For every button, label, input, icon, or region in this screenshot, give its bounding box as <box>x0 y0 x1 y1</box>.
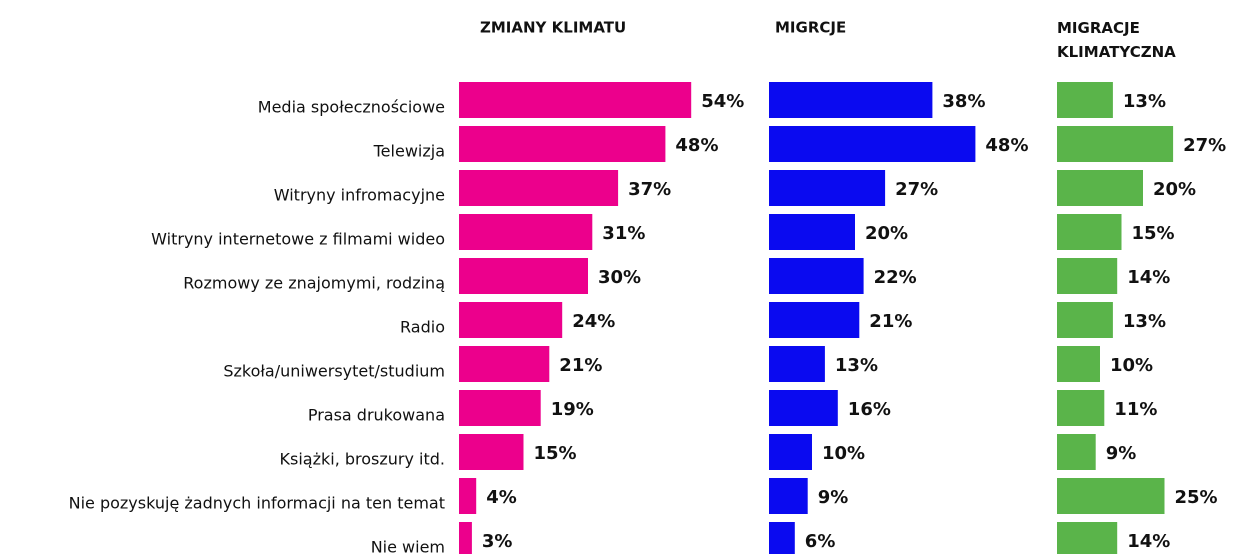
bar <box>459 302 563 338</box>
value-label: 24% <box>572 311 615 332</box>
value-label: 6% <box>805 531 836 552</box>
value-label: 19% <box>551 399 594 420</box>
bar <box>1057 522 1118 554</box>
bar <box>459 258 588 294</box>
category-label: Książki, broszury itd. <box>280 450 446 469</box>
bar <box>769 258 864 294</box>
value-label: 31% <box>602 223 645 244</box>
value-label: 13% <box>1123 91 1166 112</box>
bar <box>1057 258 1118 294</box>
bar <box>459 522 472 554</box>
value-label: 27% <box>895 179 938 200</box>
bar <box>459 434 524 470</box>
bar <box>1057 82 1113 118</box>
category-label: Radio <box>400 318 445 337</box>
bar <box>1057 170 1143 206</box>
category-label: Witryny infromacyjne <box>274 186 445 205</box>
bar <box>1057 214 1122 250</box>
category-label: Rozmowy ze znajomymi, rodziną <box>183 274 445 293</box>
bar <box>769 126 976 162</box>
bar <box>769 390 838 426</box>
bar <box>459 126 666 162</box>
bar <box>1057 346 1100 382</box>
bar <box>459 478 477 514</box>
category-label: Szkoła/uniwersytet/studium <box>223 362 445 381</box>
value-label: 14% <box>1127 531 1170 552</box>
bar <box>459 390 541 426</box>
value-label: 30% <box>598 267 641 288</box>
value-label: 9% <box>818 487 849 508</box>
value-label: 20% <box>1153 179 1196 200</box>
bar <box>1057 390 1105 426</box>
value-label: 16% <box>848 399 891 420</box>
bar <box>459 82 692 118</box>
category-label: Witryny internetowe z filmami wideo <box>151 230 445 249</box>
bar <box>769 214 855 250</box>
value-label: 3% <box>482 531 513 552</box>
value-label: 10% <box>822 443 865 464</box>
bar <box>1057 434 1096 470</box>
category-label: Media społecznościowe <box>258 98 445 117</box>
bar <box>769 346 825 382</box>
value-label: 22% <box>874 267 917 288</box>
panel-title: ZMIANY KLIMATU <box>480 19 626 37</box>
panel-title: MIGRCJE <box>775 19 846 37</box>
value-label: 10% <box>1110 355 1153 376</box>
value-label: 48% <box>675 135 718 156</box>
value-label: 15% <box>1132 223 1175 244</box>
value-label: 13% <box>1123 311 1166 332</box>
category-label: Telewizja <box>373 142 445 161</box>
value-label: 20% <box>865 223 908 244</box>
value-label: 38% <box>942 91 985 112</box>
bar <box>1057 302 1113 338</box>
value-label: 21% <box>559 355 602 376</box>
value-label: 27% <box>1183 135 1226 156</box>
bar <box>769 522 795 554</box>
value-label: 37% <box>628 179 671 200</box>
value-label: 15% <box>534 443 577 464</box>
value-label: 14% <box>1127 267 1170 288</box>
value-label: 4% <box>486 487 517 508</box>
value-label: 25% <box>1175 487 1218 508</box>
value-label: 13% <box>835 355 878 376</box>
value-label: 54% <box>701 91 744 112</box>
panel-title: MIGRACJE KLIMATYCZNA <box>1057 19 1176 61</box>
category-label: Nie wiem <box>371 538 445 554</box>
bar <box>1057 126 1174 162</box>
value-label: 9% <box>1106 443 1137 464</box>
bar <box>459 170 619 206</box>
value-label: 21% <box>869 311 912 332</box>
category-label: Prasa drukowana <box>308 406 445 425</box>
bar <box>769 82 933 118</box>
value-label: 48% <box>985 135 1028 156</box>
bar <box>769 302 860 338</box>
bar <box>1057 478 1165 514</box>
value-label: 11% <box>1114 399 1157 420</box>
bar <box>769 478 808 514</box>
bar <box>769 434 812 470</box>
bar <box>459 214 593 250</box>
bar <box>769 170 886 206</box>
category-label: Nie pozyskuję żadnych informacji na ten … <box>69 494 445 513</box>
bar <box>459 346 550 382</box>
